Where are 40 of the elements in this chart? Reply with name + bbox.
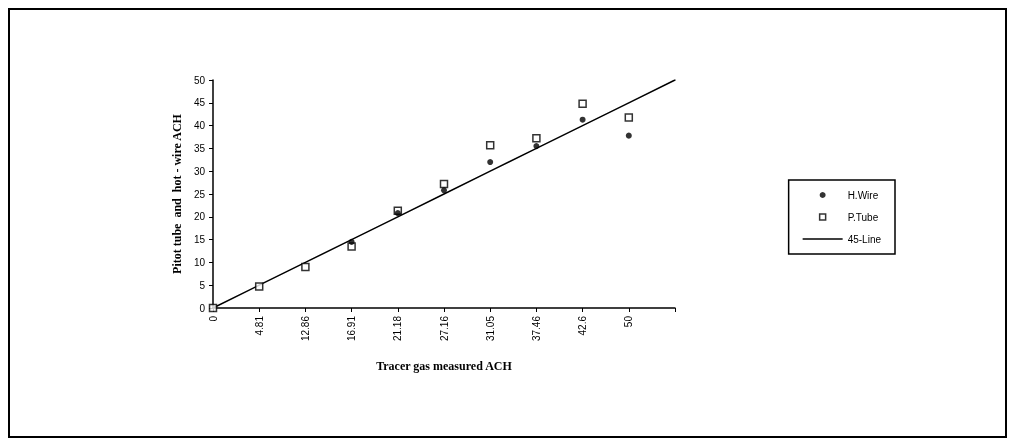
- legend-label: P.Tube: [847, 211, 879, 223]
- y-tick-label: 0: [199, 302, 206, 314]
- y-tick-label: 5: [199, 279, 206, 291]
- x-tick-label: 0: [207, 315, 219, 322]
- x-axis-title: Tracer gas measured ACH: [376, 359, 513, 373]
- x-tick-label: 16.91: [346, 315, 358, 342]
- y-tick-label: 30: [193, 165, 206, 177]
- point: [624, 113, 634, 122]
- x-tick-label: 37.46: [530, 315, 542, 342]
- point: [394, 210, 401, 217]
- point: [301, 262, 310, 272]
- y-tick-label: 40: [193, 120, 206, 132]
- y-tick-label: 20: [193, 211, 206, 223]
- legend-label: 45-Line: [847, 233, 882, 245]
- x-tick-label: 12.86: [299, 315, 311, 342]
- y-tick-label: 35: [193, 142, 206, 154]
- x-tick-label: 4.81: [253, 315, 265, 336]
- y-tick-label: 15: [193, 234, 206, 246]
- y-tick-label: 25: [193, 188, 206, 200]
- point: [208, 303, 218, 313]
- point: [485, 140, 495, 150]
- y-tick-label: 50: [193, 74, 206, 86]
- x-tick-label: 42.6: [577, 315, 589, 336]
- point: [441, 187, 447, 194]
- point: [578, 99, 587, 108]
- x-tick-label: 50: [623, 315, 635, 328]
- legend-label: H.Wire: [847, 189, 879, 201]
- point: [348, 238, 355, 245]
- point: [487, 159, 494, 166]
- x-tick-label: 21.18: [392, 315, 404, 342]
- y-axis-title: Pitot tube and hot - wire ACH: [170, 113, 184, 274]
- point: [254, 282, 264, 291]
- y-tick-label: 45: [193, 97, 206, 109]
- point: [625, 132, 632, 139]
- y-tick-label: 10: [193, 256, 206, 268]
- x-tick-label: 31.05: [484, 315, 496, 342]
- point: [532, 134, 541, 143]
- x-tick-label: 27.16: [438, 315, 450, 342]
- point: [533, 143, 540, 150]
- point: [579, 116, 586, 123]
